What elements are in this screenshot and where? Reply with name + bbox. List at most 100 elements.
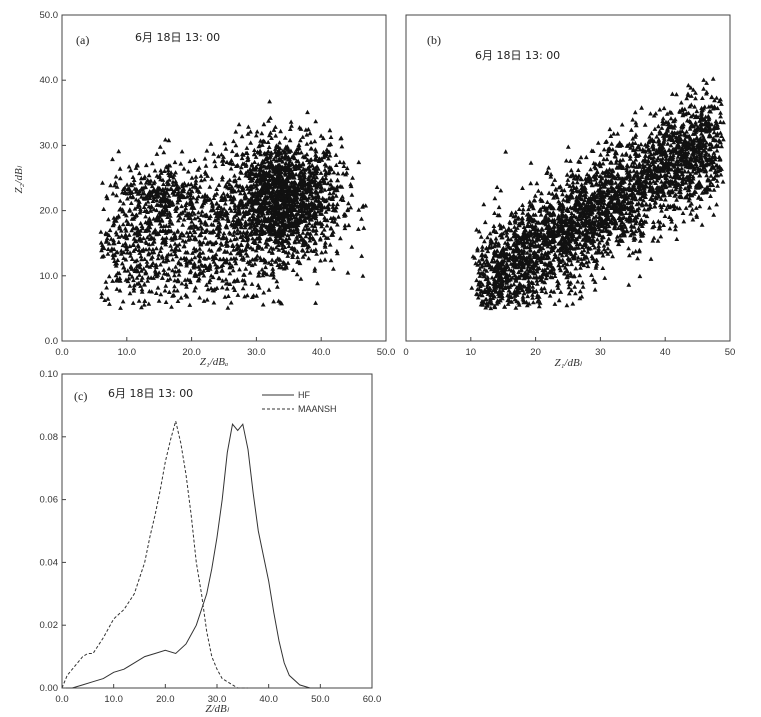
panel-a-point <box>319 250 325 255</box>
panel-a-point <box>253 167 259 172</box>
panel-b-point <box>632 109 638 115</box>
panel-a-point <box>143 214 148 219</box>
panel-a-point <box>114 261 120 266</box>
panel-b-point <box>719 133 724 138</box>
panel-a-point <box>238 190 243 196</box>
panel-a-point <box>296 142 302 148</box>
panel-a-point <box>266 260 272 265</box>
panel-b-point <box>546 255 552 260</box>
panel-a-point <box>234 211 240 216</box>
panel-a-point <box>286 215 291 220</box>
panel-a-point <box>184 284 189 289</box>
panel-a-point <box>211 195 217 200</box>
panel-a-y-tick-label: 30.0 <box>40 140 59 151</box>
panel-a-point <box>241 152 246 157</box>
panel-a-point <box>206 279 212 285</box>
panel-a-point <box>245 259 251 265</box>
panel-b-point <box>642 153 648 158</box>
panel-a-point <box>144 259 150 264</box>
panel-b-stamp: 6月 18日 13: 00 <box>475 49 560 62</box>
panel-a-point <box>272 149 278 154</box>
panel-b-point <box>671 140 677 145</box>
panel-a-point <box>243 209 249 214</box>
panel-a-point <box>166 137 172 143</box>
panel-a-point <box>287 196 293 201</box>
panel-a-point <box>190 184 196 189</box>
panel-a-point <box>163 242 169 247</box>
panel-a-point <box>313 198 318 203</box>
panel-a-point <box>217 222 223 227</box>
panel-a-point <box>143 180 149 185</box>
panel-a-point <box>285 163 291 169</box>
panel-b-point <box>699 110 704 115</box>
panel-a-point <box>188 223 194 229</box>
panel-a-point <box>201 255 207 260</box>
panel-a-point <box>163 202 168 207</box>
panel-a-point <box>297 173 303 178</box>
panel-a-point <box>141 266 147 271</box>
panel-a-y-tick-label: 0.0 <box>45 336 58 347</box>
panel-a-point <box>182 208 188 213</box>
panel-a-point <box>202 235 208 240</box>
panel-b-point <box>605 241 610 246</box>
panel-a-point <box>342 223 348 228</box>
panel-a-point <box>130 174 136 179</box>
panel-b-point <box>592 207 597 212</box>
panel-a-point <box>329 218 335 224</box>
panel-b-point <box>702 142 708 147</box>
panel-b-point <box>561 197 566 202</box>
panel-a-point <box>179 149 185 154</box>
panel-b-point <box>668 174 673 179</box>
panel-a-point <box>231 232 236 237</box>
panel-b-point <box>479 264 485 269</box>
panel-b-point <box>564 302 570 308</box>
panel-a-point <box>203 163 209 168</box>
panel-a-point <box>169 304 174 309</box>
panel-b-point <box>516 215 521 220</box>
panel-b-point <box>650 238 656 243</box>
panel-a-point <box>208 141 214 146</box>
panel-a-point <box>210 203 215 209</box>
panel-a-point <box>322 162 328 167</box>
panel-a-point <box>245 157 250 162</box>
panel-a-point <box>221 191 226 196</box>
panel-a-point <box>305 248 310 254</box>
panel-b-point <box>648 111 653 116</box>
panel-b-point <box>615 171 621 177</box>
panel-a-point <box>266 185 272 190</box>
panel-a-point <box>273 154 278 159</box>
panel-a-point <box>235 218 241 223</box>
panel-a-point <box>178 262 184 267</box>
panel-b-point <box>688 85 694 90</box>
panel-b-point <box>545 265 550 270</box>
panel-b-point <box>593 182 599 187</box>
panel-a-point <box>331 207 337 213</box>
panel-a-point <box>215 264 221 269</box>
panel-a-point <box>217 275 222 281</box>
panel-a-point <box>317 156 322 161</box>
panel-b-point <box>601 147 607 152</box>
panel-b-point <box>562 265 568 270</box>
panel-a-point <box>283 196 289 201</box>
panel-a-point <box>349 244 355 249</box>
panel-a-point <box>138 253 144 259</box>
panel-a-x-tick-label: 30.0 <box>247 347 266 358</box>
panel-a-point <box>251 227 257 232</box>
panel-a-point <box>273 212 279 217</box>
panel-a-point <box>179 281 185 286</box>
panel-a-point <box>203 197 209 202</box>
panel-a-point <box>227 271 233 276</box>
panel-a-point <box>316 194 321 199</box>
panel-b-point <box>719 144 724 149</box>
panel-b-point <box>657 223 663 228</box>
panel-a-point <box>179 182 185 187</box>
panel-b-point <box>600 265 606 270</box>
panel-a-point <box>134 281 140 286</box>
panel-a-point <box>215 205 220 210</box>
panel-b-point <box>711 135 716 141</box>
panel-b-point <box>610 253 615 259</box>
panel-a-point <box>330 204 336 209</box>
panel-a-point <box>99 290 105 296</box>
panel-a-point <box>269 182 275 187</box>
panel-a-point <box>260 270 266 275</box>
